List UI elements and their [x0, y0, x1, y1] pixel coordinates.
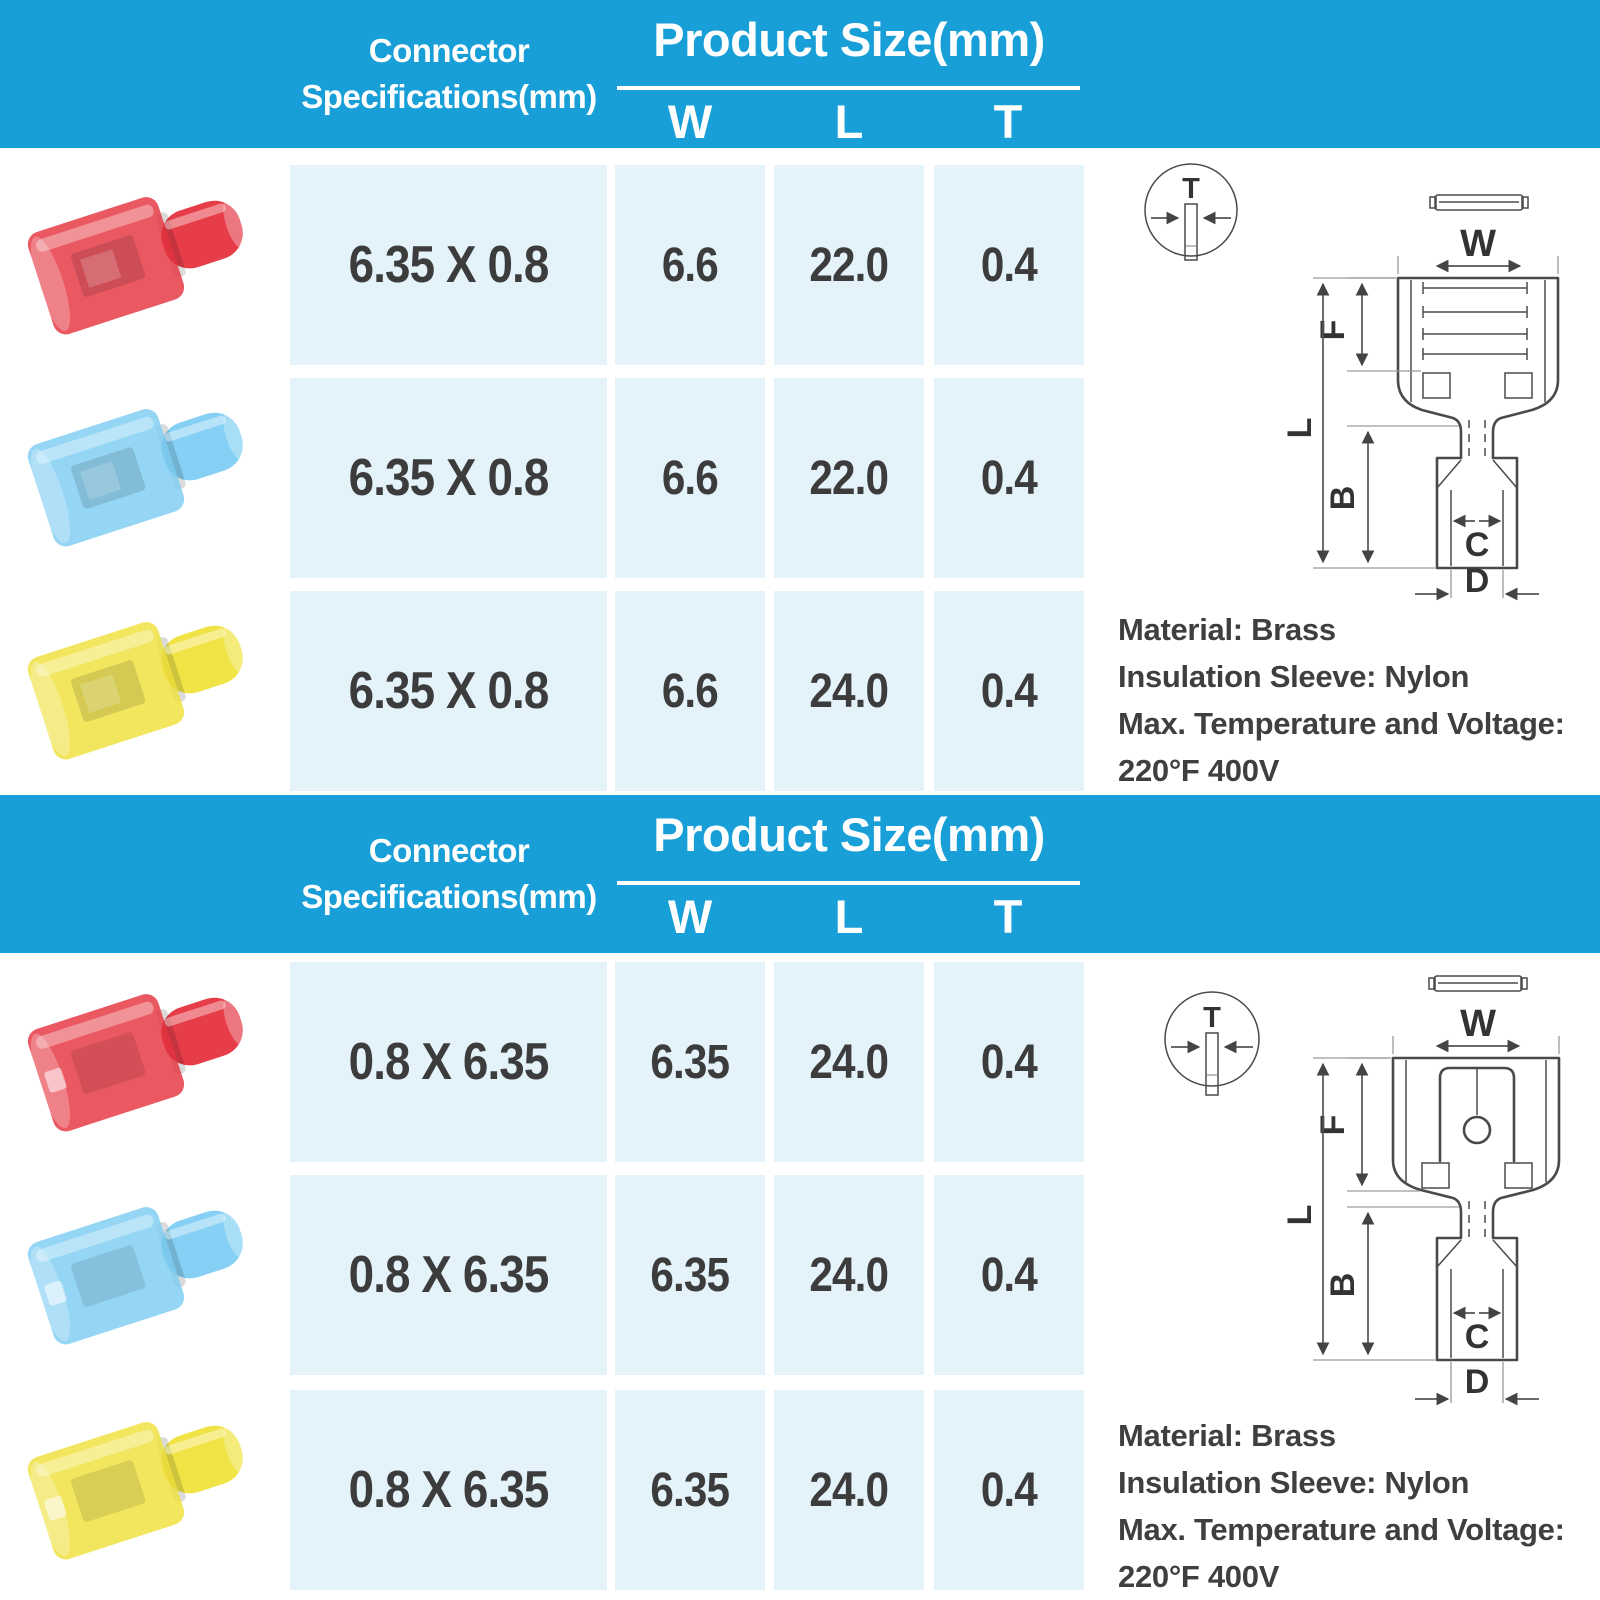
table-cell-spec: 6.35 X 0.8 — [290, 378, 607, 578]
table-cell-l: 24.0 — [774, 1390, 924, 1590]
dim-label-c: C — [1465, 1318, 1490, 1356]
table-cell-t: 0.4 — [934, 165, 1084, 365]
female-terminal-technical-diagram: T — [1144, 163, 1560, 601]
dim-label-t: T — [1182, 173, 1200, 205]
table-cell-l: 24.0 — [774, 962, 924, 1162]
column-header-l: L — [834, 890, 864, 943]
spec-header-line2: Specifications(mm) — [301, 78, 597, 115]
material-line: Max. Temperature and Voltage: — [1118, 706, 1565, 741]
table-cell-l: 24.0 — [774, 1175, 924, 1375]
dim-label-w: W — [1460, 1003, 1496, 1045]
spec-header-line2: Specifications(mm) — [301, 878, 597, 915]
table-cell-w: 6.35 — [615, 962, 765, 1162]
material-line: Insulation Sleeve: Nylon — [1118, 659, 1470, 694]
product-size-title: Product Size(mm) — [653, 808, 1045, 861]
dim-label-f: F — [1314, 320, 1352, 341]
dim-label-d: D — [1465, 1363, 1490, 1401]
column-header-w: W — [667, 890, 713, 943]
spec-column-header: Connector Specifications(mm) — [290, 795, 608, 953]
material-line: 220°F 400V — [1118, 753, 1280, 788]
table-cell-t: 0.4 — [934, 962, 1084, 1162]
table-cell-t: 0.4 — [934, 591, 1084, 791]
red-male-connector-photo — [27, 994, 247, 1132]
table-cell-w: 6.6 — [615, 378, 765, 578]
column-header-t: T — [993, 890, 1023, 943]
material-line: Material: Brass — [1118, 612, 1336, 647]
table-cell-spec: 0.8 X 6.35 — [290, 962, 607, 1162]
table-cell-w: 6.35 — [615, 1390, 765, 1590]
column-header-t: T — [993, 95, 1023, 148]
dim-label-l: L — [1281, 1205, 1319, 1226]
column-header-w: W — [667, 95, 713, 148]
header-divider-line — [617, 881, 1080, 885]
table-cell-w: 6.6 — [615, 165, 765, 365]
product-size-title: Product Size(mm) — [653, 13, 1045, 66]
dim-label-w: W — [1460, 223, 1496, 265]
male-terminal-outline — [1391, 1056, 1561, 1362]
table-cell-w: 6.6 — [615, 591, 765, 791]
thickness-section-view: T — [1164, 991, 1260, 1096]
table-cell-l: 22.0 — [774, 165, 924, 365]
column-header-l: L — [834, 95, 864, 148]
spec-header-line1: Connector — [368, 832, 530, 869]
dim-label-d: D — [1465, 562, 1490, 600]
table-cell-spec: 6.35 X 0.8 — [290, 165, 607, 365]
spec-header-line1: Connector — [368, 32, 530, 69]
material-info-top: Material: Brass Insulation Sleeve: Nylon… — [1118, 606, 1593, 794]
material-line: Material: Brass — [1118, 1418, 1336, 1453]
female-terminal-outline — [1396, 276, 1560, 570]
dim-label-c: C — [1465, 526, 1490, 564]
header-divider-line — [617, 86, 1080, 90]
dim-label-b: B — [1324, 486, 1362, 511]
dimension-annotations: W F L B C D — [1281, 223, 1559, 601]
material-info-bottom: Material: Brass Insulation Sleeve: Nylon… — [1118, 1412, 1593, 1600]
table-cell-spec: 6.35 X 0.8 — [290, 591, 607, 791]
size-column-headers: W L T — [615, 94, 1083, 149]
material-line: Insulation Sleeve: Nylon — [1118, 1465, 1470, 1500]
dim-label-f: F — [1314, 1115, 1352, 1136]
table-cell-t: 0.4 — [934, 1390, 1084, 1590]
mating-pin-icon — [1429, 194, 1529, 211]
yellow-male-connector-photo — [27, 1422, 247, 1560]
dimension-annotations: W F L B C D — [1281, 1003, 1560, 1406]
material-line: 220°F 400V — [1118, 1559, 1280, 1594]
blue-male-connector-photo — [27, 1207, 247, 1345]
table-cell-l: 22.0 — [774, 378, 924, 578]
dim-label-b: B — [1324, 1273, 1362, 1298]
dim-label-t: T — [1203, 1002, 1221, 1034]
male-terminal-technical-diagram: T — [1164, 975, 1561, 1406]
table-cell-t: 0.4 — [934, 1175, 1084, 1375]
table-cell-spec: 0.8 X 6.35 — [290, 1175, 607, 1375]
yellow-female-connector-photo — [27, 622, 247, 760]
mating-pin-icon — [1428, 975, 1528, 992]
size-column-headers: W L T — [615, 889, 1083, 944]
table-header-banner-bottom: Connector Specifications(mm) Product Siz… — [0, 795, 1600, 953]
dim-label-l: L — [1281, 418, 1319, 439]
table-header-banner-top: Connector Specifications(mm) Product Siz… — [0, 0, 1600, 148]
spec-column-header: Connector Specifications(mm) — [290, 0, 608, 148]
table-cell-w: 6.35 — [615, 1175, 765, 1375]
table-cell-spec: 0.8 X 6.35 — [290, 1390, 607, 1590]
material-line: Max. Temperature and Voltage: — [1118, 1512, 1565, 1547]
table-cell-l: 24.0 — [774, 591, 924, 791]
thickness-section-view: T — [1144, 163, 1238, 261]
table-cell-t: 0.4 — [934, 378, 1084, 578]
blue-female-connector-photo — [27, 409, 247, 547]
red-female-connector-photo — [27, 197, 247, 335]
